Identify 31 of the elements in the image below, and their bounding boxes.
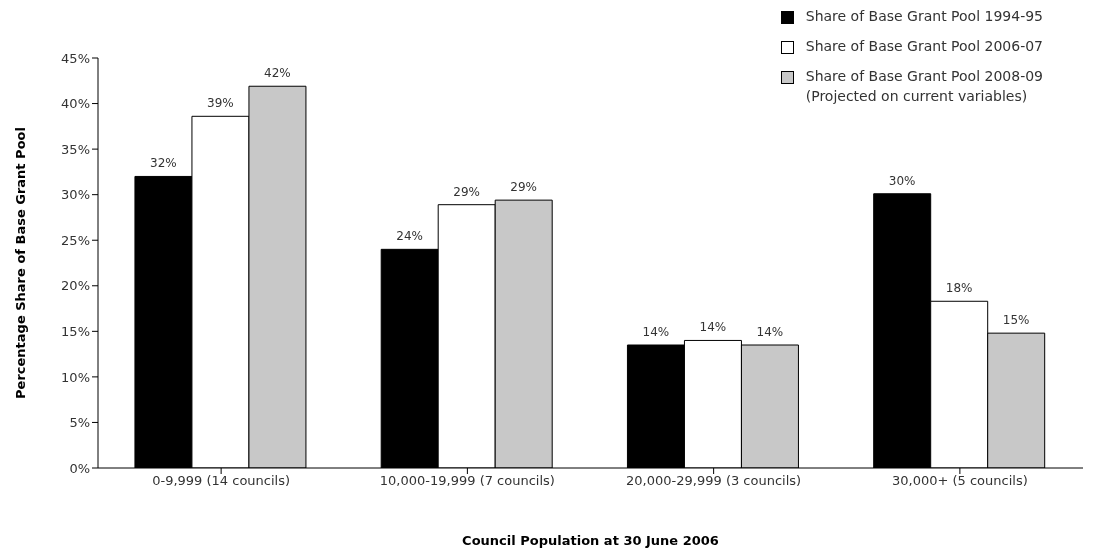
y-tick-label: 35%: [61, 141, 90, 157]
y-tick-label: 15%: [61, 323, 90, 339]
data-label: 29%: [453, 184, 481, 199]
x-tick-label: 20,000-29,999 (3 councils): [626, 473, 802, 489]
legend-label: Share of Base Grant Pool 2006-07: [805, 37, 1043, 56]
y-axis-title: Percentage Share of Base Grant Pool: [12, 127, 28, 399]
data-label: 14%: [699, 320, 727, 335]
legend-label: Share of Base Grant Pool 1994-95: [805, 7, 1043, 26]
y-tick-label: 20%: [61, 278, 90, 294]
data-label: 18%: [945, 281, 973, 296]
data-label: 42%: [264, 66, 291, 81]
y-tick-label: 10%: [61, 369, 90, 385]
y-tick-label: 0%: [69, 460, 90, 476]
data-label: 29%: [510, 180, 538, 195]
data-label: 15%: [1002, 313, 1030, 328]
data-label: 32%: [150, 156, 177, 171]
y-tick-label: 40%: [61, 96, 90, 112]
legend-label: Share of Base Grant Pool 2008-09 (Projected on current variables): [805, 67, 1043, 106]
x-tick-label: 0-9,999 (14 councils): [152, 473, 291, 489]
data-label: 14%: [756, 325, 784, 339]
x-tick-label: 30,000+ (5 councils): [891, 473, 1028, 489]
y-tick-label: 5%: [69, 415, 90, 431]
x-axis-title: Council Population at 30 June 2006: [462, 533, 719, 549]
data-label: 39%: [207, 96, 234, 111]
x-tick-label: 10,000-19,999 (7 councils): [379, 473, 555, 489]
data-label: 24%: [396, 229, 424, 244]
data-label: 14%: [642, 325, 670, 339]
y-tick-label: 25%: [61, 232, 90, 248]
y-tick-label: 30%: [61, 187, 90, 203]
data-label: 30%: [888, 173, 916, 188]
y-tick-label: 45%: [61, 50, 90, 66]
